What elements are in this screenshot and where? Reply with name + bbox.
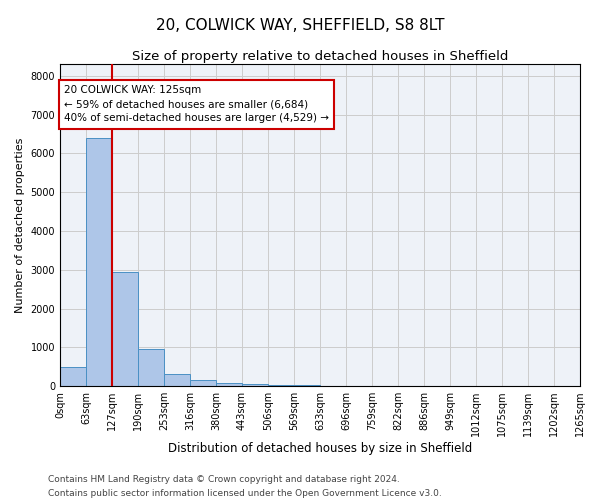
Text: 20, COLWICK WAY, SHEFFIELD, S8 8LT: 20, COLWICK WAY, SHEFFIELD, S8 8LT	[156, 18, 444, 32]
X-axis label: Distribution of detached houses by size in Sheffield: Distribution of detached houses by size …	[168, 442, 472, 455]
Text: 20 COLWICK WAY: 125sqm
← 59% of detached houses are smaller (6,684)
40% of semi-: 20 COLWICK WAY: 125sqm ← 59% of detached…	[64, 86, 329, 124]
Bar	[164, 374, 190, 386]
Text: Contains HM Land Registry data © Crown copyright and database right 2024.
Contai: Contains HM Land Registry data © Crown c…	[48, 476, 442, 498]
Bar	[216, 383, 242, 386]
Bar	[242, 384, 268, 386]
Bar	[190, 380, 216, 386]
Bar	[268, 385, 294, 386]
Bar	[60, 366, 86, 386]
Title: Size of property relative to detached houses in Sheffield: Size of property relative to detached ho…	[132, 50, 508, 63]
Bar	[112, 272, 138, 386]
Y-axis label: Number of detached properties: Number of detached properties	[15, 138, 25, 313]
Bar	[86, 138, 112, 386]
Bar	[138, 349, 164, 386]
